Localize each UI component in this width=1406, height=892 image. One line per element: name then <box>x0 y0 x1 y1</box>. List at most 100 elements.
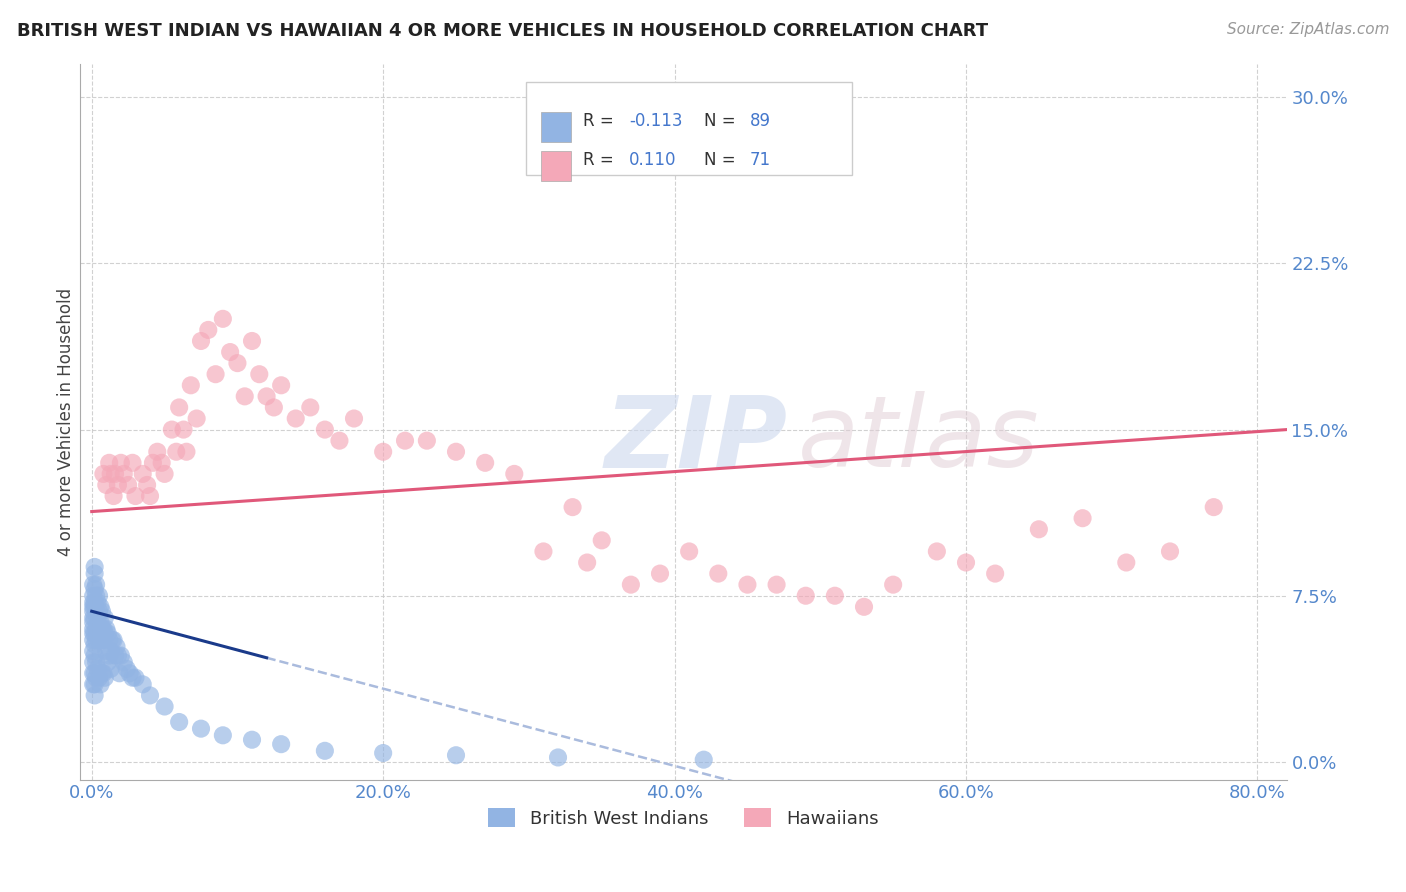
Text: 0.110: 0.110 <box>628 151 676 169</box>
Point <box>240 334 263 348</box>
Point <box>82 611 104 625</box>
Point <box>176 444 198 458</box>
Point <box>107 478 129 492</box>
Point <box>101 633 124 648</box>
Point <box>314 423 336 437</box>
Point <box>591 533 613 548</box>
Point <box>112 655 135 669</box>
Point <box>118 666 141 681</box>
Text: ZIP: ZIP <box>605 392 787 488</box>
Point <box>115 662 138 676</box>
Point <box>1028 522 1050 536</box>
Point <box>82 633 104 648</box>
Point <box>444 748 467 763</box>
Point <box>82 622 104 636</box>
Point <box>93 622 115 636</box>
Point <box>83 689 105 703</box>
Text: N =: N = <box>704 112 741 130</box>
Point <box>167 401 190 415</box>
Point <box>84 655 107 669</box>
Point <box>190 334 212 348</box>
Point <box>82 626 104 640</box>
Point <box>146 444 169 458</box>
Point <box>263 401 285 415</box>
Point <box>84 577 107 591</box>
Point <box>83 611 105 625</box>
Point <box>212 311 235 326</box>
Point <box>96 622 118 636</box>
Point <box>83 626 105 640</box>
Point <box>96 478 118 492</box>
Point <box>83 677 105 691</box>
Point <box>343 411 366 425</box>
Point <box>121 671 143 685</box>
Point <box>86 626 108 640</box>
Point <box>270 378 292 392</box>
Point <box>737 577 759 591</box>
Point <box>94 671 117 685</box>
Point <box>173 423 195 437</box>
Text: N =: N = <box>704 151 741 169</box>
Point <box>256 389 278 403</box>
Point <box>117 478 139 492</box>
Point <box>87 622 110 636</box>
Point <box>824 589 846 603</box>
Point <box>83 648 105 663</box>
FancyBboxPatch shape <box>541 151 571 181</box>
Point <box>87 604 110 618</box>
Point <box>110 648 132 663</box>
Point <box>853 599 876 614</box>
Point <box>233 389 256 403</box>
Point <box>90 622 112 636</box>
Point <box>90 604 112 618</box>
Point <box>299 401 322 415</box>
Point <box>89 615 111 630</box>
Point <box>132 677 155 691</box>
Point <box>93 666 115 681</box>
Point <box>219 345 242 359</box>
Text: atlas: atlas <box>799 392 1039 488</box>
Point <box>87 633 110 648</box>
Point <box>107 648 129 663</box>
Point <box>794 589 817 603</box>
Point <box>82 595 104 609</box>
Point <box>100 644 122 658</box>
Point <box>87 671 110 685</box>
Point <box>132 467 155 481</box>
Point <box>226 356 249 370</box>
Point <box>150 456 173 470</box>
Point <box>314 744 336 758</box>
Text: 89: 89 <box>749 112 770 130</box>
Point <box>547 750 569 764</box>
Point <box>167 714 190 729</box>
Point <box>83 666 105 681</box>
Point <box>84 604 107 618</box>
Point <box>83 582 105 596</box>
Point <box>104 648 127 663</box>
Point <box>247 368 270 382</box>
Point <box>328 434 350 448</box>
Point <box>103 489 125 503</box>
Point <box>90 666 112 681</box>
Point <box>82 599 104 614</box>
Point <box>139 689 162 703</box>
Point <box>648 566 671 581</box>
Point <box>96 644 118 658</box>
Point <box>82 644 104 658</box>
Point <box>108 666 131 681</box>
Point <box>270 737 292 751</box>
Point <box>83 599 105 614</box>
Point <box>98 456 121 470</box>
Point <box>82 666 104 681</box>
Point <box>105 640 128 654</box>
Point <box>925 544 948 558</box>
Point <box>124 489 146 503</box>
Point <box>97 626 120 640</box>
Point <box>533 544 555 558</box>
Point <box>82 589 104 603</box>
Point <box>284 411 307 425</box>
Point <box>678 544 700 558</box>
Point <box>620 577 643 591</box>
Point <box>693 753 716 767</box>
Point <box>110 456 132 470</box>
